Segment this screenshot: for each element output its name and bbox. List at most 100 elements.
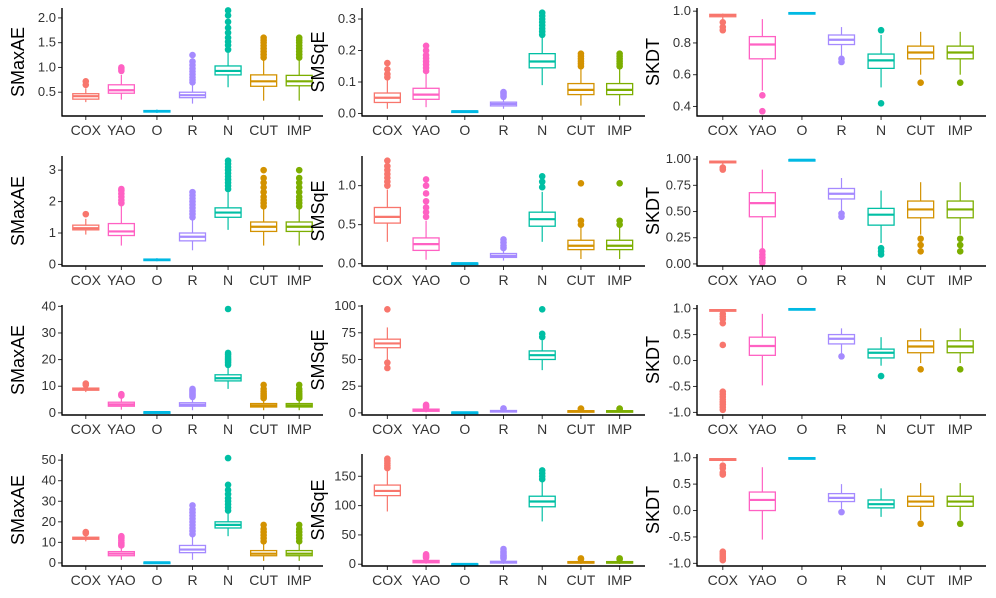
y-tick-label: 0.0 bbox=[673, 503, 691, 518]
box-r bbox=[827, 484, 856, 516]
outlier-point bbox=[224, 486, 232, 494]
outlier-point bbox=[500, 545, 507, 553]
x-tick-label: CUT bbox=[249, 572, 278, 588]
y-tick-label: 1.0 bbox=[338, 178, 356, 193]
x-tick-label: N bbox=[876, 272, 886, 288]
box-o bbox=[788, 158, 816, 162]
x-tick-label: R bbox=[836, 572, 846, 588]
box-o bbox=[143, 410, 171, 414]
box-n bbox=[867, 337, 895, 380]
outlier-point bbox=[118, 185, 125, 193]
y-tick-label: 0.8 bbox=[673, 35, 691, 50]
y-tick-label: 30 bbox=[42, 325, 56, 340]
box-imp bbox=[605, 555, 634, 564]
outlier-point bbox=[224, 12, 232, 19]
box-r bbox=[178, 502, 207, 560]
outlier-point bbox=[260, 193, 267, 201]
box-yao bbox=[748, 19, 777, 115]
y-tick-label: 20 bbox=[42, 514, 56, 529]
y-tick-label: 2 bbox=[49, 194, 56, 209]
outlier-point bbox=[82, 380, 90, 387]
box-cut bbox=[249, 34, 278, 101]
outlier-point bbox=[719, 406, 727, 414]
outlier-point bbox=[295, 174, 303, 182]
y-axis-title: SKDT bbox=[643, 336, 663, 384]
y-tick-label: 0.25 bbox=[666, 230, 691, 245]
outlier-point bbox=[224, 454, 232, 462]
x-tick-label: COX bbox=[71, 122, 102, 138]
x-tick-label: IMP bbox=[287, 122, 312, 138]
box-cox bbox=[72, 380, 100, 393]
x-tick-label: N bbox=[876, 122, 886, 138]
box-yao bbox=[107, 390, 136, 410]
box-body bbox=[748, 491, 777, 512]
outlier-point bbox=[422, 176, 430, 183]
y-tick-label: 40 bbox=[42, 473, 56, 488]
box-imp bbox=[285, 166, 313, 246]
x-tick-label: R bbox=[187, 122, 197, 138]
y-tick-label: 0.4 bbox=[673, 98, 691, 113]
outlier-point bbox=[224, 24, 232, 32]
x-tick-label: IMP bbox=[607, 122, 632, 138]
box-n bbox=[528, 467, 556, 522]
y-tick-label: 20 bbox=[42, 352, 56, 367]
x-tick-label: IMP bbox=[607, 421, 632, 437]
x-tick-label: COX bbox=[71, 421, 102, 437]
y-axis-title: SMSqE bbox=[308, 31, 328, 92]
box-imp bbox=[605, 405, 634, 413]
x-tick-label: YAO bbox=[748, 272, 777, 288]
x-tick-label: YAO bbox=[412, 572, 441, 588]
x-tick-label: N bbox=[537, 272, 547, 288]
outlier-point bbox=[260, 188, 267, 196]
x-tick-label: YAO bbox=[748, 572, 777, 588]
outlier-point bbox=[260, 166, 267, 174]
y-tick-label: 0.3 bbox=[338, 11, 356, 26]
outlier-point bbox=[616, 50, 623, 57]
x-tick-label: COX bbox=[708, 122, 739, 138]
y-tick-label: 0.5 bbox=[38, 84, 56, 99]
y-tick-label: 50 bbox=[342, 527, 356, 542]
y-axis-title: SMSqE bbox=[308, 479, 328, 540]
y-tick-label: 1.5 bbox=[38, 35, 56, 50]
x-tick-label: CUT bbox=[567, 122, 596, 138]
box-cox bbox=[373, 59, 402, 109]
x-tick-label: COX bbox=[71, 272, 102, 288]
box-cut bbox=[567, 50, 595, 106]
outlier-point bbox=[295, 166, 303, 174]
outlier-point bbox=[538, 172, 546, 180]
outlier-point bbox=[295, 381, 303, 389]
y-tick-label: 1 bbox=[49, 225, 56, 240]
outlier-point bbox=[759, 259, 766, 267]
x-tick-label: R bbox=[498, 122, 508, 138]
box-yao bbox=[748, 169, 777, 267]
x-tick-label: N bbox=[876, 572, 886, 588]
x-tick-label: IMP bbox=[287, 572, 312, 588]
box-yao bbox=[107, 64, 136, 100]
y-tick-label: 0.0 bbox=[673, 353, 691, 368]
box-cut bbox=[249, 521, 278, 561]
outlier-point bbox=[877, 26, 885, 34]
x-tick-label: COX bbox=[372, 122, 403, 138]
x-tick-label: IMP bbox=[607, 572, 632, 588]
box-yao bbox=[107, 532, 136, 560]
x-tick-label: CUT bbox=[906, 272, 935, 288]
box-o bbox=[788, 457, 816, 460]
x-tick-label: O bbox=[459, 272, 470, 288]
box-r bbox=[489, 405, 518, 413]
panel: SKDT 0.00 0.25 0.50 0.75 1.00 COX YAO O R N CUT IMP bbox=[643, 151, 986, 288]
outlier-point bbox=[538, 305, 546, 313]
x-tick-label: CUT bbox=[567, 272, 596, 288]
outlier-point bbox=[917, 520, 924, 528]
outlier-point bbox=[838, 508, 845, 516]
outlier-point bbox=[577, 217, 585, 225]
x-tick-label: YAO bbox=[107, 272, 136, 288]
outlier-point bbox=[118, 390, 125, 398]
outlier-point bbox=[577, 555, 585, 562]
outlier-point bbox=[189, 58, 196, 65]
outlier-point bbox=[956, 520, 964, 528]
x-tick-label: COX bbox=[708, 421, 739, 437]
outlier-point bbox=[422, 47, 430, 54]
x-tick-label: CUT bbox=[249, 272, 278, 288]
x-tick-label: O bbox=[796, 272, 807, 288]
outlier-point bbox=[82, 78, 90, 85]
